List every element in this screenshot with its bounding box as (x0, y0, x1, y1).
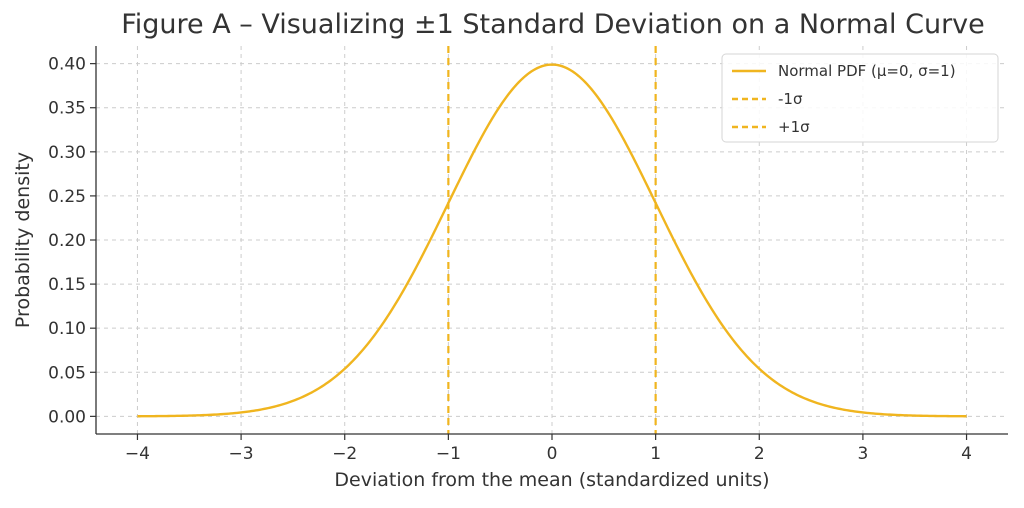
legend-box (721, 53, 999, 143)
y-tick-label: 0.05 (48, 363, 86, 383)
normal-pdf-curve (137, 63, 967, 418)
x-ticks: −4 −3 −2 −1 0 1 2 3 4 (125, 434, 972, 464)
x-axis-label: Deviation from the mean (standardized un… (334, 469, 769, 491)
legend-label: -1σ (778, 90, 803, 108)
x-tick-label: 3 (857, 444, 868, 464)
curve-layer (137, 63, 967, 418)
x-tick-label: −1 (436, 444, 461, 464)
x-tick-label: 4 (961, 444, 972, 464)
sigma-lines (447, 46, 657, 434)
x-tick-label: −2 (332, 444, 357, 464)
y-tick-label: 0.25 (48, 187, 86, 207)
x-tick-label: 1 (650, 444, 661, 464)
x-tick-label: −4 (125, 444, 150, 464)
y-axis-label: Probability density (12, 152, 34, 328)
y-ticks: 0.00 0.05 0.10 0.15 0.20 0.25 0.30 0.35 0.40 (48, 55, 96, 427)
y-tick-label: 0.35 (48, 99, 86, 119)
legend-label: +1σ (778, 118, 810, 136)
y-tick-label: 0.20 (48, 231, 86, 251)
y-tick-label: 0.10 (48, 319, 86, 339)
x-tick-label: 2 (754, 444, 765, 464)
x-tick-label: 0 (547, 444, 558, 464)
y-tick-label: 0.00 (48, 407, 86, 427)
chart-title: Figure A – Visualizing ±1 Standard Devia… (121, 9, 985, 40)
y-tick-label: 0.15 (48, 275, 86, 295)
legend-label: Normal PDF (μ=0, σ=1) (778, 62, 956, 80)
y-tick-label: 0.40 (48, 55, 86, 75)
y-tick-label: 0.30 (48, 143, 86, 163)
legend: Normal PDF (μ=0, σ=1) -1σ +1σ (721, 53, 999, 143)
x-tick-label: −3 (229, 444, 254, 464)
